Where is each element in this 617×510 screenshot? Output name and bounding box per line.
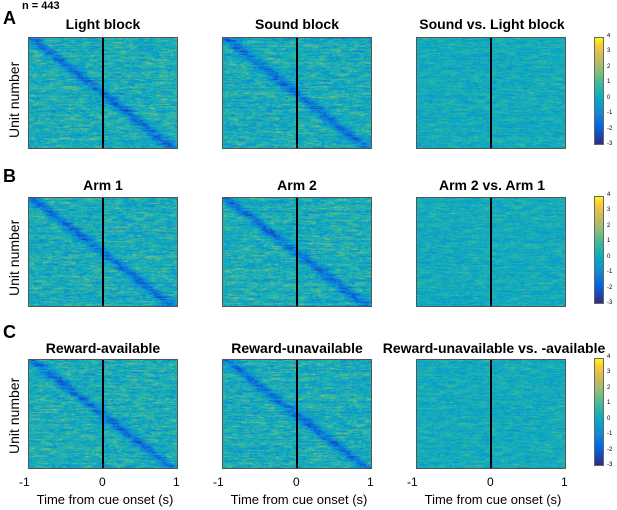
panel-title-arm2-vs-arm1: Arm 2 vs. Arm 1 (438, 177, 546, 193)
colorbar-tick-label: 3 (607, 48, 611, 55)
panel-title-unavailable-vs-available: Reward-unavailable vs. -available (382, 340, 606, 356)
panel-title-sound-block: Sound block (255, 16, 339, 32)
y-axis-label-row-a: Unit number (6, 61, 22, 138)
colorbar-tick-label: 1 (607, 400, 611, 407)
x-axis-label: Time from cue onset (s) (36, 492, 174, 507)
colorbar-tick-label: -1 (607, 269, 613, 276)
colorbar-tick-label: 4 (607, 354, 611, 360)
y-axis-label-row-b: Unit number (6, 219, 22, 296)
colorbar-tick-label: -1 (607, 110, 613, 117)
heatmap-light-block (28, 37, 178, 149)
panel-title-arm-1: Arm 1 (83, 177, 123, 193)
colorbar-tick-label: 0 (607, 253, 611, 260)
cue-onset-line (490, 198, 492, 306)
colorbar-tick-label: 0 (607, 94, 611, 101)
colorbar-row-c (594, 358, 604, 466)
colorbar-tick-label: 0 (607, 415, 611, 422)
x-tick-label: 1 (173, 475, 180, 489)
cue-onset-line (296, 198, 298, 306)
colorbar-tick-label: 1 (607, 238, 611, 245)
x-tick-label: 0 (99, 475, 106, 489)
cue-onset-line (102, 198, 104, 306)
cue-onset-line (490, 360, 492, 468)
panel-letter-a: A (3, 8, 16, 28)
heatmap-reward-available (28, 359, 178, 469)
colorbar-row-b (594, 196, 604, 304)
colorbar-tick-label: -1 (607, 431, 613, 438)
colorbar-tick-label: -3 (607, 300, 613, 306)
x-tick-label: -1 (407, 475, 418, 489)
colorbar-tick-label: 3 (607, 207, 611, 214)
panel-letter-b: B (3, 166, 16, 186)
cue-onset-line (490, 38, 492, 148)
colorbar-tick-label: 2 (607, 222, 611, 229)
colorbar-tick-label: -3 (607, 462, 613, 468)
heatmap-sound-block (222, 37, 372, 149)
colorbar-tick-label: -3 (607, 141, 613, 147)
colorbar-tick-label: 2 (607, 63, 611, 70)
heatmap-reward-unavailable (222, 359, 372, 469)
y-axis-label-row-c: Unit number (6, 377, 22, 454)
x-tick-label: 1 (367, 475, 374, 489)
x-tick-label: -1 (19, 475, 30, 489)
colorbar-tick-label: 4 (607, 192, 611, 198)
heatmap-arm2-vs-arm1 (416, 197, 566, 307)
panel-title-sound-vs-light: Sound vs. Light block (419, 16, 565, 32)
colorbar-tick-label: 4 (607, 33, 611, 39)
cue-onset-line (102, 360, 104, 468)
cue-onset-line (296, 360, 298, 468)
heatmap-sound-vs-light (416, 37, 566, 149)
x-tick-label: 1 (561, 475, 568, 489)
cue-onset-line (296, 38, 298, 148)
colorbar-tick-label: 2 (607, 384, 611, 391)
colorbar-tick-label: -2 (607, 446, 613, 453)
x-tick-label: -1 (213, 475, 224, 489)
x-axis-label: Time from cue onset (s) (424, 492, 562, 507)
panel-title-reward-available: Reward-available (45, 340, 161, 356)
colorbar-tick-label: -2 (607, 125, 613, 132)
panel-title-reward-unavailable: Reward-unavailable (231, 340, 363, 356)
colorbar-tick-label: 1 (607, 79, 611, 86)
panel-letter-c: C (3, 322, 16, 342)
colorbar-tick-label: -2 (607, 284, 613, 291)
n-units-label: n = 443 (22, 0, 60, 12)
x-tick-label: 0 (293, 475, 300, 489)
heatmap-arm-2 (222, 197, 372, 307)
cue-onset-line (102, 38, 104, 148)
x-tick-label: 0 (487, 475, 494, 489)
colorbar-tick-label: 3 (607, 369, 611, 376)
colorbar-row-a (594, 37, 604, 145)
x-axis-label: Time from cue onset (s) (230, 492, 368, 507)
panel-title-arm-2: Arm 2 (277, 177, 317, 193)
panel-title-light-block: Light block (65, 16, 141, 32)
heatmap-unavailable-vs-available (416, 359, 566, 469)
heatmap-arm-1 (28, 197, 178, 307)
